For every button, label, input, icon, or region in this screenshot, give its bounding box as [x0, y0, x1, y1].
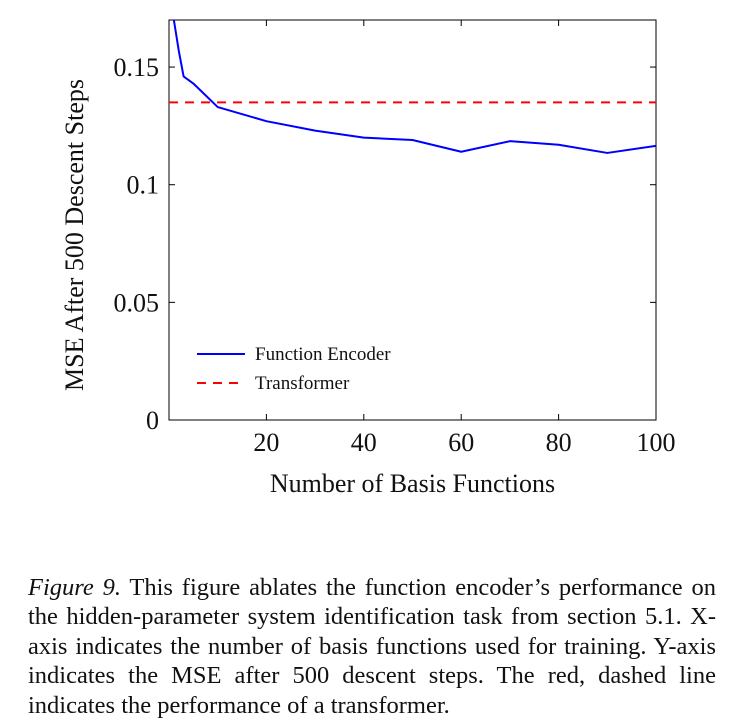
legend-label-function-encoder: Function Encoder — [255, 344, 391, 365]
y-tick-label: 0 — [146, 406, 159, 435]
y-axis-label: MSE After 500 Descent Steps — [60, 79, 89, 391]
x-tick-label: 40 — [351, 428, 377, 457]
caption-text: This figure ablates the function encoder… — [28, 573, 716, 719]
plot-frame — [168, 19, 657, 421]
plot-layer: 20 40 60 80 100 0 0.05 0.1 0.15 Number of Basis F… — [60, 19, 676, 498]
y-tick-label: 0.05 — [114, 288, 160, 317]
x-tick-label: 80 — [546, 428, 572, 457]
y-tick-label: 0.1 — [127, 171, 160, 200]
y-tick-label: 0.15 — [114, 53, 160, 82]
series-line-function-encoder — [172, 20, 656, 154]
x-tick-label: 100 — [637, 428, 676, 457]
x-tick-label: 60 — [448, 428, 474, 457]
x-tick-label: 20 — [253, 428, 279, 457]
mse-line-chart: 20 40 60 80 100 0 0.05 0.1 0.15 Number of Basis F… — [60, 19, 676, 498]
x-axis-label: Number of Basis Functions — [270, 469, 555, 498]
caption-label: Figure 9. — [28, 573, 121, 601]
legend-label-transformer: Transformer — [255, 373, 350, 394]
figure-caption: Figure 9. This figure ablates the functi… — [28, 573, 716, 721]
